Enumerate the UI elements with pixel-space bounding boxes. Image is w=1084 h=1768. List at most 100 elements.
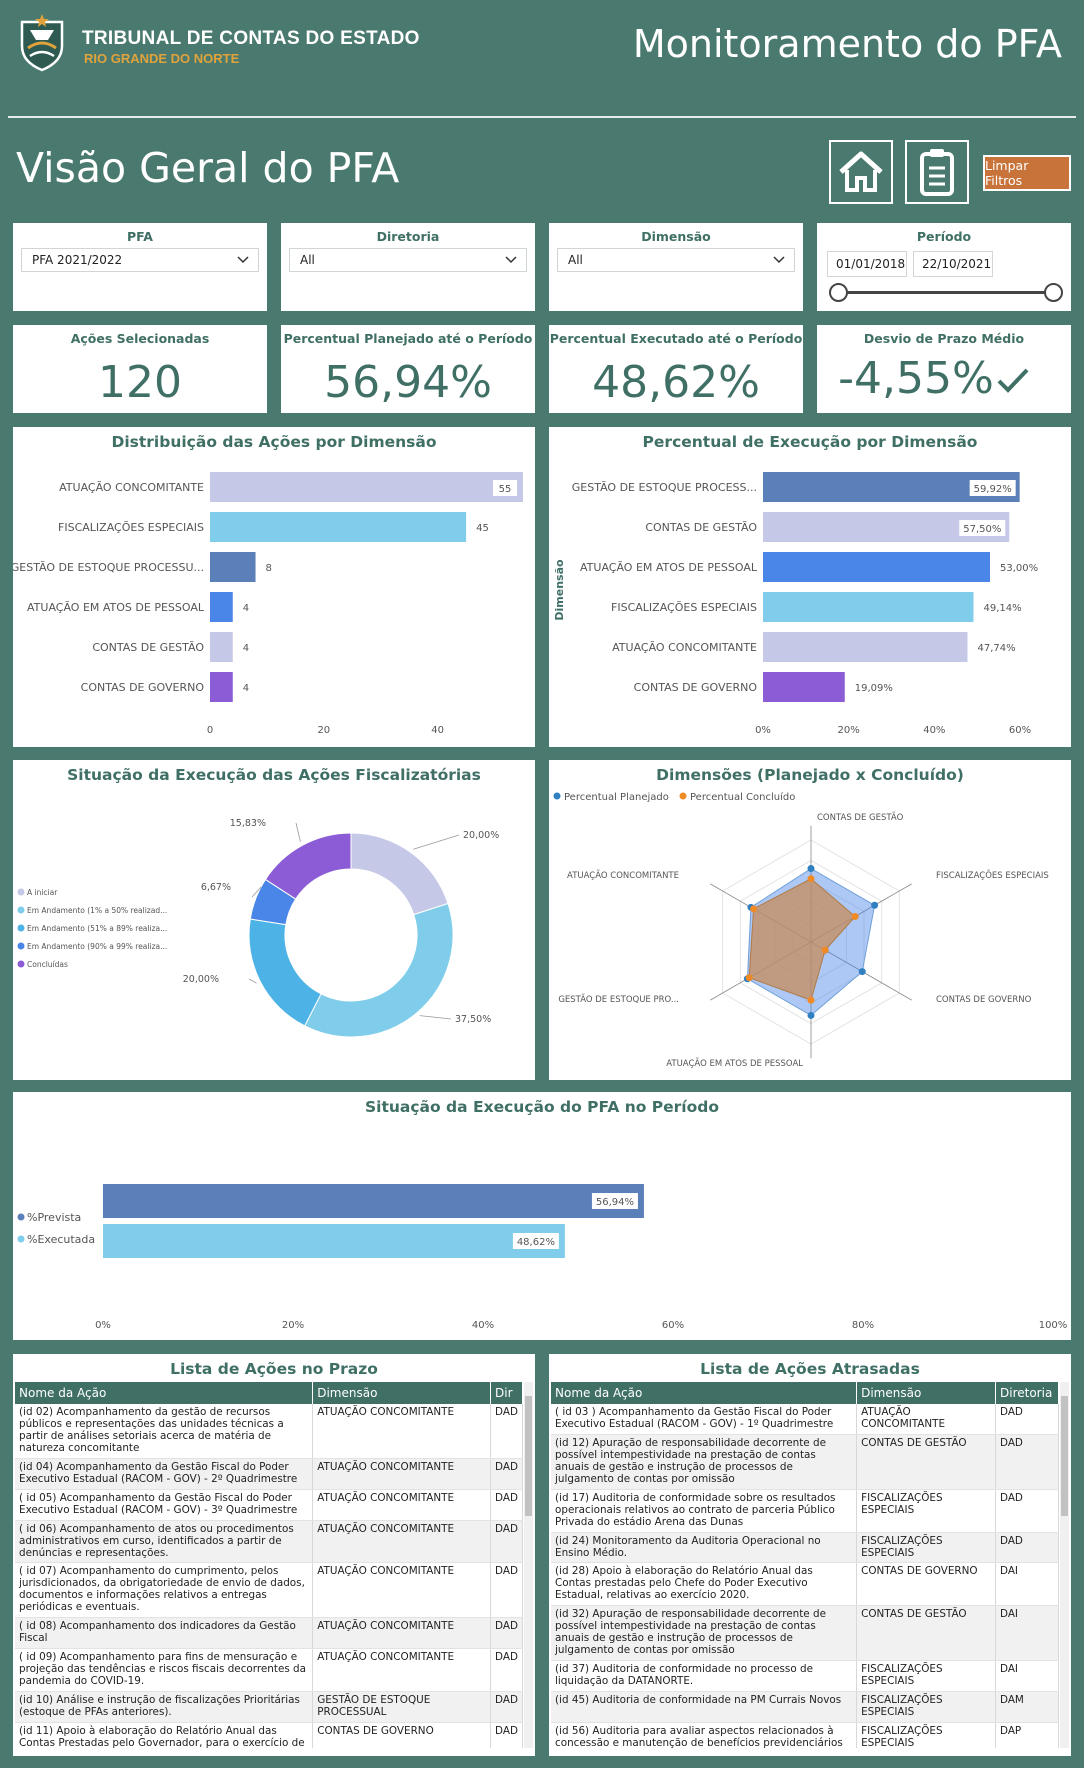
kpi-label: Ações Selecionadas [70, 331, 210, 346]
chart-situacao-pfa: Situação da Execução do PFA no Período 5… [13, 1092, 1071, 1340]
column-header-nome[interactable]: Nome da Ação [15, 1382, 314, 1404]
end-date-input[interactable]: 22/10/2021 [913, 251, 993, 277]
legend-label: Em Andamento (51% a 89% realiza... [27, 924, 167, 933]
table-cell: DAD [490, 1648, 523, 1693]
leader-line [251, 886, 262, 898]
radar-axis-label: CONTAS DE GESTÃO [817, 812, 904, 823]
table-row[interactable]: (id 37) Auditoria de conformidade no pro… [551, 1660, 1059, 1693]
table-row[interactable]: (id 45) Auditoria de conformidade na PM … [551, 1691, 1059, 1723]
table-cell: (id 56) Auditoria para avaliar aspectos … [551, 1722, 858, 1748]
table-cell: DAD [490, 1520, 523, 1564]
bar [103, 1224, 565, 1258]
x-tick-label: 60% [662, 1320, 684, 1331]
table-cell: DAI [995, 1605, 1059, 1662]
table-cell: DAP [995, 1722, 1059, 1748]
dimensao-dropdown[interactable]: All [557, 248, 795, 272]
bar [763, 552, 991, 582]
org-name: TRIBUNAL DE CONTAS DO ESTADO [82, 28, 420, 49]
scrollbar-thumb[interactable] [525, 1396, 532, 1516]
report-button[interactable] [905, 140, 969, 204]
slicer-periodo: Período 01/01/2018 22/10/2021 [817, 223, 1071, 311]
radar-point [871, 901, 879, 909]
chart-title: Distribuição das Ações por Dimensão [111, 433, 437, 451]
table-scroll-area[interactable]: Nome da Ação Dimensão Diretoria ( id 03 … [551, 1382, 1059, 1748]
column-header-dimensao[interactable]: Dimensão [312, 1382, 492, 1404]
table-cell: DAD [490, 1722, 523, 1748]
table-cell: FISCALIZAÇÕES ESPECIAIS [856, 1660, 996, 1693]
table-cell: DAD [490, 1489, 523, 1521]
start-date-input[interactable]: 01/01/2018 [827, 251, 907, 277]
table-row[interactable]: ( id 06) Acompanhamento de atos ou proce… [15, 1520, 523, 1564]
legend-label: Percentual Planejado [564, 792, 669, 803]
bar [210, 592, 233, 622]
table-cell: (id 11) Apoio à elaboração do Relatório … [15, 1722, 314, 1748]
table-cell: FISCALIZAÇÕES ESPECIAIS [856, 1691, 996, 1723]
date-range-start-handle[interactable] [829, 283, 848, 302]
org-region: RIO GRANDE DO NORTE [84, 51, 240, 66]
table-cell: ATUAÇÃO CONCOMITANTE [312, 1404, 492, 1459]
table-row[interactable]: (id 56) Auditoria para avaliar aspectos … [551, 1722, 1059, 1748]
table-cell: CONTAS DE GESTÃO [856, 1605, 996, 1662]
radar-axis-label: FISCALIZAÇÕES ESPECIAIS [936, 869, 1049, 881]
table-cell: (id 04) Acompanhamento da Gestão Fiscal … [15, 1458, 314, 1490]
data-label: 47,74% [977, 643, 1015, 654]
radar-point [807, 1011, 815, 1019]
data-label: 49,14% [983, 603, 1021, 614]
date-range-track [839, 291, 1051, 294]
table-row[interactable]: ( id 07) Acompanhamento do cumprimento, … [15, 1562, 523, 1619]
column-header-diretoria[interactable]: Diretoria [995, 1382, 1059, 1404]
table-row[interactable]: (id 24) Monitoramento da Auditoria Opera… [551, 1532, 1059, 1564]
column-header-diretoria[interactable]: Dir [490, 1382, 523, 1404]
x-tick-label: 40% [472, 1320, 494, 1331]
date-range-end-handle[interactable] [1044, 283, 1063, 302]
table-scroll-area[interactable]: Nome da Ação Dimensão Dir (id 02) Acompa… [15, 1382, 523, 1748]
legend-label: Percentual Concluído [690, 791, 795, 803]
table-row[interactable]: (id 17) Auditoria de conformidade sobre … [551, 1489, 1059, 1533]
column-header-dimensao[interactable]: Dimensão [856, 1382, 996, 1404]
legend-marker [553, 792, 561, 800]
clear-filters-button[interactable]: Limpar Filtros [983, 155, 1071, 191]
pfa-dropdown[interactable]: PFA 2021/2022 [21, 248, 259, 272]
table-row[interactable]: (id 32) Apuração de responsabilidade dec… [551, 1605, 1059, 1662]
table-row[interactable]: ( id 05) Acompanhamento da Gestão Fiscal… [15, 1489, 523, 1521]
table-cell: ( id 03 ) Acompanhamento da Gestão Fisca… [551, 1404, 858, 1435]
bar [763, 592, 974, 622]
kpi-value: -4,55% [797, 353, 1071, 404]
table-cell: CONTAS DE GOVERNO [312, 1722, 492, 1748]
chart-donut-svg: 20,00% 37,50% 20,00% 6,67% 15,83% A iniciar Em… [17, 818, 499, 1038]
home-button[interactable] [829, 140, 893, 204]
table-row[interactable]: ( id 09) Acompanhamento para fins de men… [15, 1648, 523, 1693]
table-row[interactable]: (id 02) Acompanhamento da gestão de recu… [15, 1404, 523, 1459]
table-row[interactable]: (id 10) Análise e instrução de fiscaliza… [15, 1691, 523, 1723]
x-tick-label: 0% [755, 725, 771, 736]
kpi-acoes: Ações Selecionadas 120 [13, 325, 267, 413]
table-row[interactable]: (id 12) Apuração de responsabilidade dec… [551, 1434, 1059, 1490]
table-cell: DAD [995, 1404, 1059, 1435]
category-label: CONTAS DE GOVERNO [81, 681, 205, 694]
data-label-bg [512, 1233, 559, 1249]
scrollbar-thumb[interactable] [1061, 1396, 1068, 1516]
radar-point [750, 905, 758, 913]
x-tick-label: 80% [852, 1320, 874, 1331]
table-row[interactable]: (id 11) Apoio à elaboração do Relatório … [15, 1722, 523, 1748]
category-label: GESTÃO DE ESTOQUE PROCESSU... [13, 561, 204, 574]
kpi-label: Percentual Executado até o Período [549, 331, 803, 346]
table-cell: ATUAÇÃO CONCOMITANTE [312, 1489, 492, 1521]
data-label: 56,94% [596, 1197, 634, 1208]
column-header-nome[interactable]: Nome da Ação [551, 1382, 858, 1404]
legend-marker [17, 942, 25, 950]
table-row[interactable]: ( id 03 ) Acompanhamento da Gestão Fisca… [551, 1404, 1059, 1435]
table-row[interactable]: (id 04) Acompanhamento da Gestão Fiscal … [15, 1458, 523, 1490]
category-label: FISCALIZAÇÕES ESPECIAIS [58, 521, 204, 534]
table-cell: DAD [490, 1562, 523, 1619]
leader-line [295, 822, 301, 842]
category-label: FISCALIZAÇÕES ESPECIAIS [611, 601, 757, 614]
table-cell: DAD [995, 1434, 1059, 1490]
scrollbar[interactable] [1060, 1382, 1069, 1748]
table-row[interactable]: (id 28) Apoio à elaboração do Relatório … [551, 1562, 1059, 1607]
donut-slice [264, 832, 352, 900]
scrollbar[interactable] [524, 1382, 533, 1748]
diretoria-dropdown[interactable]: All [289, 248, 527, 272]
kpi-label: Desvio de Prazo Médio [863, 331, 1025, 346]
table-row[interactable]: ( id 08) Acompanhamento dos indicadores … [15, 1617, 523, 1650]
